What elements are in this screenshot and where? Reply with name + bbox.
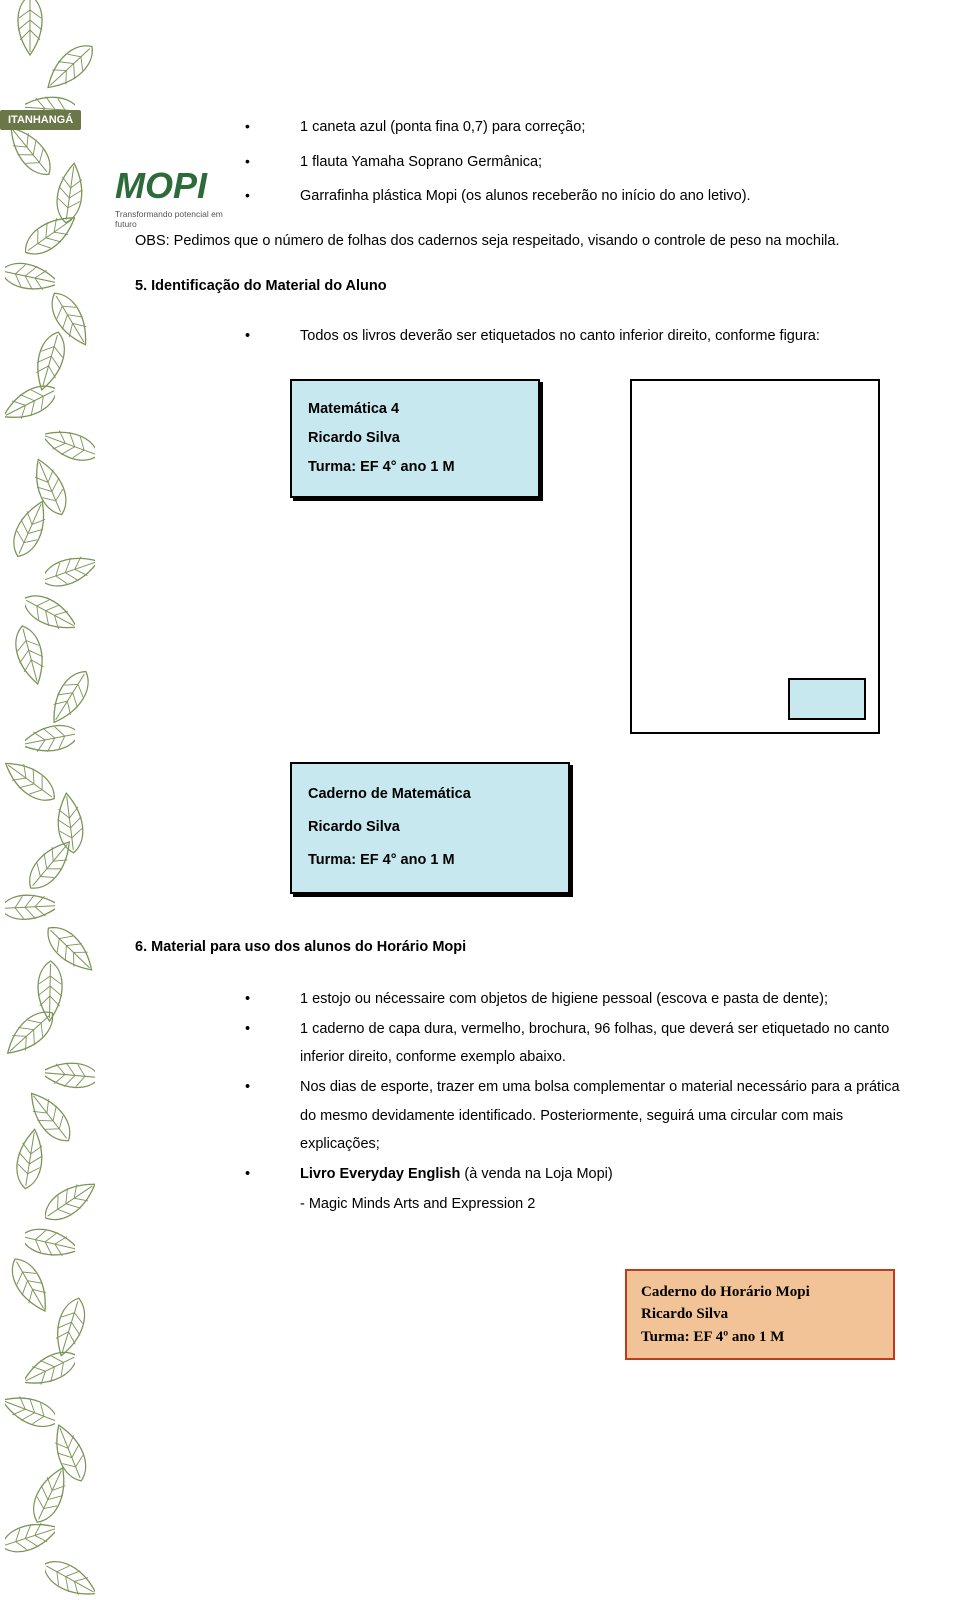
label-line: Turma: EF 4° ano 1 M (308, 844, 552, 877)
book-title-bold: Livro Everyday English (300, 1166, 460, 1182)
book-figure-label-slot (788, 678, 866, 720)
orange-label-box: Caderno do Horário Mopi Ricardo Silva Tu… (625, 1269, 895, 1361)
list-item: 1 caderno de capa dura, vermelho, brochu… (245, 1015, 915, 1072)
label-box-caderno: Caderno de Matemática Ricardo Silva Turm… (290, 762, 570, 894)
book-figure (630, 379, 880, 734)
section-6-list: 1 estojo ou nécessaire com objetos de hi… (245, 985, 915, 1189)
section-5-heading: 5. Identificação do Material do Aluno (135, 278, 915, 294)
list-item: Todos os livros deverão ser etiquetados … (245, 324, 915, 349)
list-item: 1 flauta Yamaha Soprano Germânica; (245, 150, 915, 175)
label-line: Turma: EF 4° ano 1 M (308, 453, 522, 482)
label-line: Caderno do Horário Mopi (641, 1281, 879, 1304)
obs-paragraph: OBS: Pedimos que o número de folhas dos … (135, 227, 915, 256)
section-5-bullet: Todos os livros deverão ser etiquetados … (245, 324, 915, 349)
list-item: Nos dias de esporte, trazer em uma bolsa… (245, 1073, 915, 1158)
label-row: Matemática 4 Ricardo Silva Turma: EF 4° … (290, 379, 915, 734)
label-line: Matemática 4 (308, 395, 522, 424)
list-item: Livro Everyday English (à venda na Loja … (245, 1160, 915, 1188)
book-subline: - Magic Minds Arts and Expression 2 (300, 1190, 915, 1218)
list-item: Garrafinha plástica Mopi (os alunos rece… (245, 184, 915, 209)
book-title-rest: (à venda na Loja Mopi) (460, 1166, 612, 1182)
campus-badge: ITANHANGÁ (0, 110, 81, 130)
label-line: Ricardo Silva (308, 424, 522, 453)
label-box-matematica: Matemática 4 Ricardo Silva Turma: EF 4° … (290, 379, 540, 498)
label-line: Caderno de Matemática (308, 778, 552, 811)
section-6-heading: 6. Material para uso dos alunos do Horár… (135, 939, 915, 955)
leaf-border (0, 0, 120, 1555)
top-bullet-list: 1 caneta azul (ponta fina 0,7) para corr… (245, 115, 915, 209)
label-line: Ricardo Silva (641, 1303, 879, 1326)
list-item: 1 caneta azul (ponta fina 0,7) para corr… (245, 115, 915, 140)
list-item: 1 estojo ou nécessaire com objetos de hi… (245, 985, 915, 1013)
label-line: Turma: EF 4º ano 1 M (641, 1326, 879, 1349)
content-area: 1 caneta azul (ponta fina 0,7) para corr… (135, 115, 930, 1360)
label-line: Ricardo Silva (308, 811, 552, 844)
